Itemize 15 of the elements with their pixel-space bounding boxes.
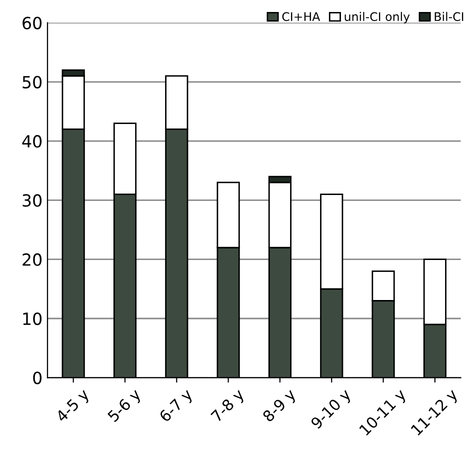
y-tick-label: 10	[23, 312, 42, 326]
y-tick-label: 0	[33, 372, 42, 384]
y-tick-label: 50	[22, 76, 42, 88]
y-tick-label: 30	[22, 194, 42, 207]
legend-label: Bil-CI	[434, 12, 464, 22]
x-tick-label: 8-9 y	[262, 388, 299, 425]
x-tick-label: 5-6 y	[107, 388, 144, 424]
x-tick-label: 4-5 y	[55, 388, 92, 425]
y-tick-label: 40	[22, 135, 42, 148]
x-tick-label: 6-7 y	[158, 388, 196, 425]
legend-label: CI+HA	[282, 12, 320, 22]
x-tick-label: 7-8 y	[210, 388, 247, 424]
legend-label: unil-CI only	[344, 12, 410, 24]
y-tick-label: 20	[22, 253, 42, 266]
y-tick-label: 60	[22, 16, 42, 30]
